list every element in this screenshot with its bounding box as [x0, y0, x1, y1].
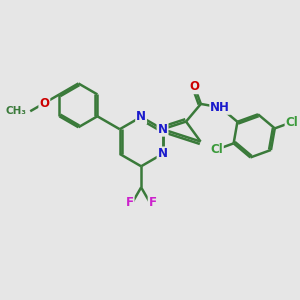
Text: N: N — [136, 110, 146, 123]
Text: N: N — [158, 147, 167, 161]
Text: NH: NH — [210, 101, 230, 114]
Text: O: O — [39, 97, 49, 110]
Text: O: O — [190, 80, 200, 93]
Text: CH₃: CH₃ — [5, 106, 26, 116]
Text: N: N — [158, 123, 167, 136]
Text: F: F — [149, 196, 157, 209]
Text: F: F — [126, 196, 134, 209]
Text: Cl: Cl — [286, 116, 298, 129]
Text: Cl: Cl — [210, 143, 223, 156]
